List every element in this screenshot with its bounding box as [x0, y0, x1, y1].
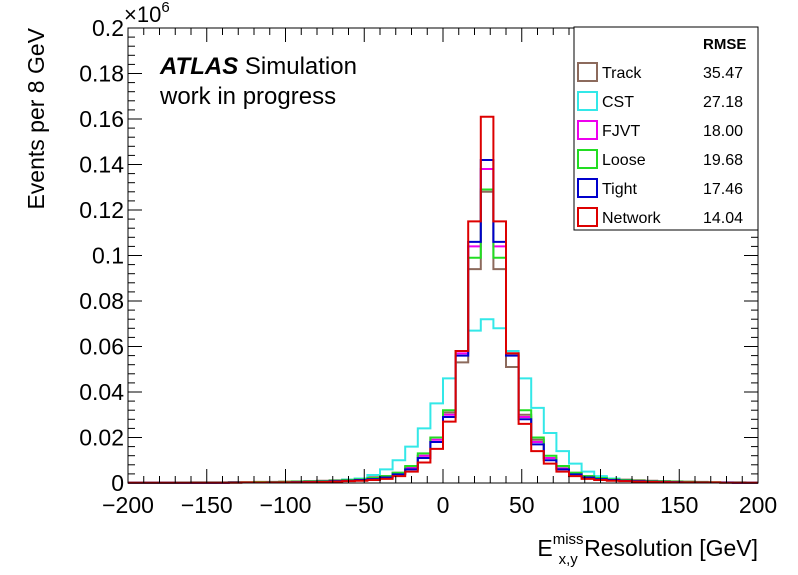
x-tick-label: −200: [102, 492, 154, 518]
y-tick-label: 0.2: [92, 15, 124, 41]
legend-swatch-cst: [577, 91, 598, 111]
y-tick-label: 0.18: [79, 61, 124, 87]
x-tick-label: 50: [509, 492, 535, 518]
y-tick-label: 0.14: [79, 152, 124, 178]
legend-label-network: Network: [602, 210, 662, 227]
y-multiplier: ×106: [124, 0, 170, 27]
x-tick-label: 100: [581, 492, 619, 518]
legend-rmse-network: 14.04: [703, 210, 743, 227]
y-tick-label: 0.16: [79, 106, 124, 132]
legend-swatch-tight: [577, 178, 598, 198]
legend-box: [573, 26, 759, 231]
legend-rmse-cst: 27.18: [703, 94, 743, 111]
x-tick-label: 200: [739, 492, 777, 518]
legend-rmse-tight: 17.46: [703, 181, 743, 198]
atlas-annotation: ATLAS Simulation: [159, 53, 357, 80]
legend-swatch-track: [577, 62, 598, 82]
y-tick-label: 0: [111, 470, 124, 496]
y-tick-label: 0.04: [79, 379, 124, 405]
legend-swatch-loose: [577, 149, 598, 169]
y-tick-label: 0.08: [79, 288, 124, 314]
legend-rmse-fjvt: 18.00: [703, 123, 743, 140]
y-tick-label: 0.06: [79, 334, 124, 360]
x-tick-label: −100: [260, 492, 312, 518]
x-tick-label: 150: [660, 492, 698, 518]
legend-label-loose: Loose: [602, 152, 646, 169]
legend-swatch-network: [577, 207, 598, 227]
work-in-progress-label: work in progress: [159, 83, 336, 110]
x-tick-label: −150: [181, 492, 233, 518]
y-tick-label: 0.12: [79, 197, 124, 223]
y-axis-label: Events per 8 GeV: [23, 27, 49, 209]
legend-rmse-track: 35.47: [703, 65, 743, 82]
series-layer: [128, 115, 758, 484]
legend-label-tight: Tight: [602, 181, 638, 198]
legend-label-fjvt: FJVT: [602, 123, 640, 140]
x-axis-label: Emiss x,y Resolution [GeV]: [537, 531, 758, 568]
legend-header: RMSE: [703, 36, 746, 53]
y-tick-label: 0.1: [92, 243, 124, 269]
series-line-network: [128, 115, 758, 484]
legend: RMSE Track 35.47 CST 27.18 FJVT 18.00 Loose 19.…: [573, 26, 759, 231]
x-tick-label: 0: [437, 492, 450, 518]
y-tick-label: 0.02: [79, 425, 124, 451]
legend-swatch-fjvt: [577, 120, 598, 140]
legend-rmse-loose: 19.68: [703, 152, 743, 169]
legend-label-track: Track: [602, 65, 642, 82]
legend-label-cst: CST: [602, 94, 634, 111]
x-tick-label: −50: [345, 492, 384, 518]
legend-entries: Track 35.47 CST 27.18 FJVT 18.00 Loose 19.68 Tig…: [577, 62, 743, 227]
